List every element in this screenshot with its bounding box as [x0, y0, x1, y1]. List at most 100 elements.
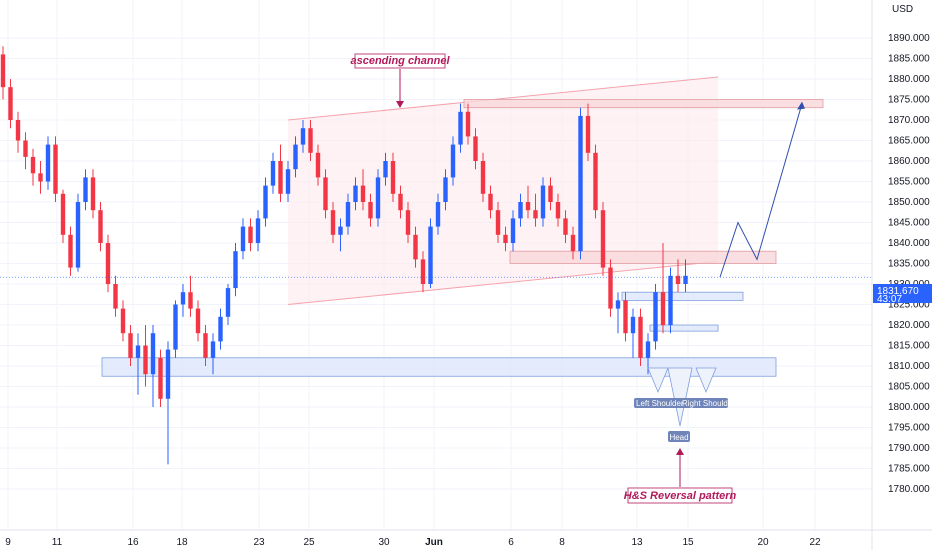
candle-down	[98, 210, 103, 243]
candle-up	[165, 349, 171, 399]
y-tick-label: 1835.000	[888, 259, 930, 270]
candle-down	[398, 193, 403, 211]
candle-down	[203, 333, 208, 358]
candle-up	[300, 128, 306, 145]
y-tick-label: 1865.000	[888, 136, 930, 147]
y-tick-label: 1840.000	[888, 238, 930, 249]
candle-down	[488, 193, 493, 211]
left-shoulder-marker	[647, 367, 669, 394]
candle-up	[383, 161, 388, 178]
x-tick-label: 23	[253, 537, 265, 548]
y-tick-label: 1845.000	[888, 218, 930, 229]
current-price-value: 1831.670	[877, 286, 919, 297]
ascending-channel	[287, 76, 719, 305]
y-tick-label: 1790.000	[888, 443, 930, 454]
channel-fill	[288, 76, 718, 305]
y-tick-label: 1860.000	[888, 156, 930, 167]
y-tick-label: 1880.000	[888, 74, 930, 85]
candle-down	[315, 152, 321, 178]
x-tick-label: 11	[52, 537, 63, 548]
candle-down	[8, 87, 13, 120]
pattern-overlay	[0, 69, 872, 487]
neckline-low-zone	[649, 324, 719, 332]
candle-up	[375, 177, 381, 219]
candle-down	[600, 210, 606, 268]
y-tick-label: 1855.000	[888, 177, 930, 188]
x-tick-label: 22	[809, 537, 821, 548]
resistance-zone	[463, 99, 824, 109]
candle-up	[345, 202, 351, 227]
candle-up	[338, 226, 343, 235]
pattern-label: H&S Reversal pattern	[624, 490, 737, 502]
x-tick-label: 20	[757, 537, 769, 548]
candle-down	[60, 193, 66, 235]
candle-down	[405, 210, 411, 235]
y-tick-label: 1815.000	[888, 341, 930, 352]
y-tick-label: 1795.000	[888, 423, 930, 434]
candle-down	[473, 136, 478, 161]
candle-up	[510, 218, 516, 243]
candle-down	[195, 308, 201, 334]
y-tick-label: 1800.000	[888, 402, 930, 413]
candlesticks	[0, 46, 688, 465]
x-tick-label: 8	[559, 537, 565, 548]
candle-down	[480, 161, 486, 194]
candle-down	[53, 144, 58, 194]
candle-down	[143, 345, 148, 375]
candle-up	[540, 185, 546, 219]
candle-down	[638, 316, 643, 358]
candle-up	[263, 185, 268, 219]
x-tick-label: 6	[508, 537, 514, 548]
neckline-zone	[621, 291, 744, 301]
candle-down	[465, 111, 471, 137]
candle-up	[428, 226, 433, 284]
price-axis[interactable]: 1780.000 1785.000 1790.000 1795.000 1800.000…	[871, 0, 930, 550]
shoulders-label-box	[634, 398, 728, 408]
candle-down	[503, 234, 508, 243]
candle-down	[330, 210, 336, 235]
y-tick-label: 1785.000	[888, 464, 930, 475]
candle-up	[683, 275, 688, 284]
candle-down	[623, 300, 628, 334]
y-tick-label: 1825.000	[888, 300, 930, 311]
candle-down	[323, 177, 328, 211]
candle-down	[105, 243, 111, 284]
projection-path	[719, 103, 803, 278]
x-tick-label: 30	[378, 537, 390, 548]
right-shoulder-marker	[695, 367, 717, 394]
candle-up	[285, 169, 291, 194]
x-tick-label: 18	[176, 537, 188, 548]
candle-down	[368, 202, 373, 219]
candle-up	[135, 345, 141, 358]
candle-up	[645, 341, 651, 358]
candle-down	[30, 156, 36, 174]
candle-up	[83, 177, 88, 202]
candle-down	[38, 173, 43, 182]
head-label: Head	[669, 433, 688, 442]
candle-up	[578, 115, 583, 252]
candle-up	[180, 292, 186, 305]
candle-down	[675, 275, 681, 284]
candle-up	[255, 218, 261, 243]
candle-up	[233, 251, 238, 289]
time-axis[interactable]: 9 11 16 18 23 25 30 Jun 6 8 13 15 20 22	[0, 529, 932, 548]
candle-down	[120, 308, 126, 334]
candle-down	[563, 218, 568, 235]
candle-down	[68, 234, 73, 268]
candle-down	[90, 177, 96, 211]
y-tick-label: 1780.000	[888, 484, 930, 495]
channel-upper-line	[287, 76, 719, 121]
candle-down	[555, 202, 561, 219]
candle-up	[270, 161, 276, 186]
candle-up	[443, 177, 448, 202]
candle-up	[293, 144, 298, 170]
candle-up	[458, 111, 463, 145]
candle-up	[518, 202, 523, 219]
channel-label: ascending channel	[350, 55, 450, 67]
candle-down	[23, 140, 28, 157]
candle-down	[113, 284, 118, 309]
pattern-label-box	[627, 487, 733, 504]
price-zones	[101, 99, 824, 377]
candle-down	[585, 115, 591, 153]
